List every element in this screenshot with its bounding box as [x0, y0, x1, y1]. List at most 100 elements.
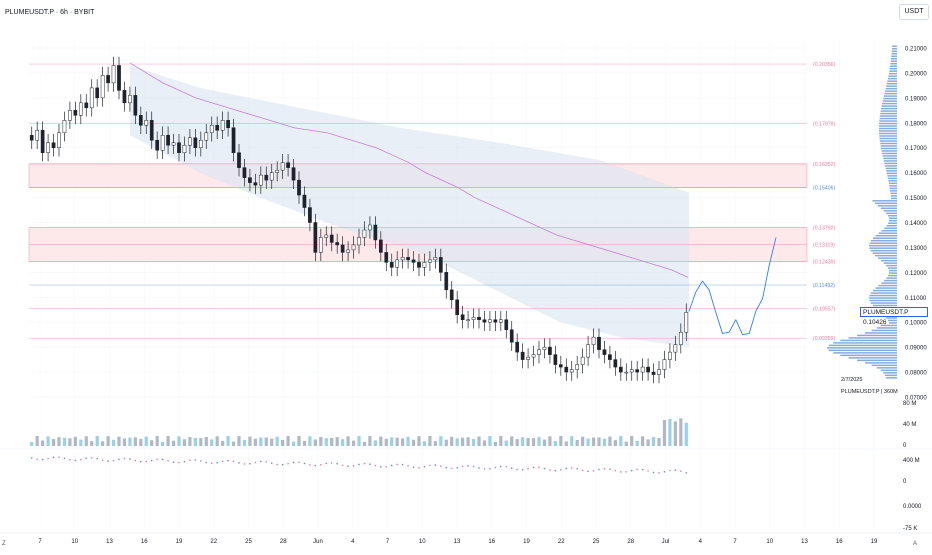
profile-bar [883, 262, 897, 264]
volume-bar [351, 440, 356, 446]
volume-bar [144, 436, 148, 446]
profile-bar [888, 220, 897, 222]
candle-body [531, 354, 536, 358]
profile-bar [883, 160, 897, 162]
candle-body [324, 234, 329, 238]
profile-bar [881, 107, 897, 110]
indicator-dot [254, 461, 257, 464]
indicator-dot [129, 458, 131, 460]
candle-body [684, 311, 689, 333]
profile-bar [878, 284, 897, 287]
candle-body [668, 351, 672, 360]
indicator-dot [287, 462, 289, 465]
volume-bar [73, 436, 77, 446]
volume-bar [128, 437, 132, 446]
candle-body [340, 244, 345, 253]
profile-bar [884, 92, 897, 95]
volume-bar [471, 438, 476, 446]
price-axis[interactable]: 0.21000 0.20000 0.19000 0.18000 0.17000 0.160… [903, 47, 927, 533]
profile-bar [879, 127, 897, 130]
currency-button[interactable]: USDT [899, 4, 929, 20]
time-axis[interactable]: 7 10 13 16 19 22 25 28 Jun 4 7 10 13 16 19 22 25 28 Jul 4 7 1… [38, 539, 878, 545]
candle-body [215, 125, 220, 131]
indicator-dot [134, 459, 137, 462]
profile-bar [864, 332, 897, 334]
candle-body [520, 351, 525, 360]
indicator-dot [69, 458, 71, 461]
candle-body [155, 139, 160, 151]
indicator-dot [123, 457, 126, 460]
volume-bar [406, 436, 410, 446]
candle-body [346, 249, 350, 253]
volume-bar [444, 439, 448, 446]
volume-bar [210, 439, 214, 446]
volume-bar [35, 436, 39, 446]
profile-bar [882, 152, 897, 155]
indicator-dot [47, 457, 49, 460]
profile-bar [879, 122, 897, 125]
candle-body [384, 252, 389, 263]
candle-body [144, 120, 149, 126]
level-label-1: (0.17978) [813, 121, 835, 127]
candle-body [78, 102, 83, 116]
profile-bar [870, 292, 897, 294]
price-tick-label: 0.11000 [905, 296, 927, 302]
volume-bar [166, 436, 170, 446]
forecast-path [688, 237, 777, 336]
level-label-2: (0.16352) [813, 162, 835, 168]
indicator-dot [281, 463, 284, 466]
candles[interactable] [29, 56, 689, 384]
profile-bar [877, 205, 897, 207]
indicator-dot [625, 471, 628, 473]
indicator-dot [445, 466, 448, 469]
candle-body [313, 222, 318, 253]
indicator-tick-label: 0.0000 [903, 504, 922, 510]
indicator-dot [450, 467, 453, 470]
time-tick-label: 4 [699, 539, 703, 545]
indicator-dot [249, 462, 251, 465]
indicator-dot [652, 471, 655, 474]
volume-bar [526, 437, 530, 446]
volume-bar [390, 437, 394, 446]
candle-body [558, 364, 563, 368]
profile-bar [888, 222, 897, 224]
indicator-dot [396, 463, 398, 466]
profile-bar [840, 339, 897, 342]
moving-average [129, 62, 689, 278]
indicator-dot [194, 459, 197, 461]
indicator-dot [565, 467, 568, 470]
profile-bar [889, 70, 897, 72]
candle-body [411, 259, 416, 263]
candle-body [635, 369, 640, 373]
trend-band-area [130, 65, 689, 348]
level-label-5: (0.13119) [813, 242, 835, 248]
volume-bar [548, 436, 552, 446]
profile-bar [886, 224, 897, 227]
profile-date: 2/7/2025 [841, 377, 862, 383]
volume-bar [199, 438, 203, 446]
volume-bar [635, 440, 639, 446]
current-price-symbol: PLUMEUSDT.P [863, 309, 909, 316]
level-label-9: (0.09359) [813, 336, 835, 342]
candle-body [422, 262, 427, 268]
level-label-4: (0.13792) [813, 226, 835, 232]
indicator-dot [325, 462, 328, 465]
time-tick-label: 22 [558, 539, 565, 545]
indicator-dot [412, 466, 415, 469]
volume-bar [84, 436, 88, 446]
candle-body [553, 354, 558, 365]
candle-body [368, 224, 372, 231]
profile-bar [886, 317, 897, 319]
candle-body [29, 135, 34, 141]
volume-bar [417, 436, 421, 446]
indicator-dot [320, 463, 322, 466]
trend-band [130, 65, 689, 348]
candle-body [188, 137, 192, 146]
indicator-dot [570, 467, 573, 469]
profile-bar [870, 249, 897, 252]
volume-bar [542, 439, 547, 446]
volume-bar [428, 436, 432, 446]
candle-body [498, 319, 503, 323]
